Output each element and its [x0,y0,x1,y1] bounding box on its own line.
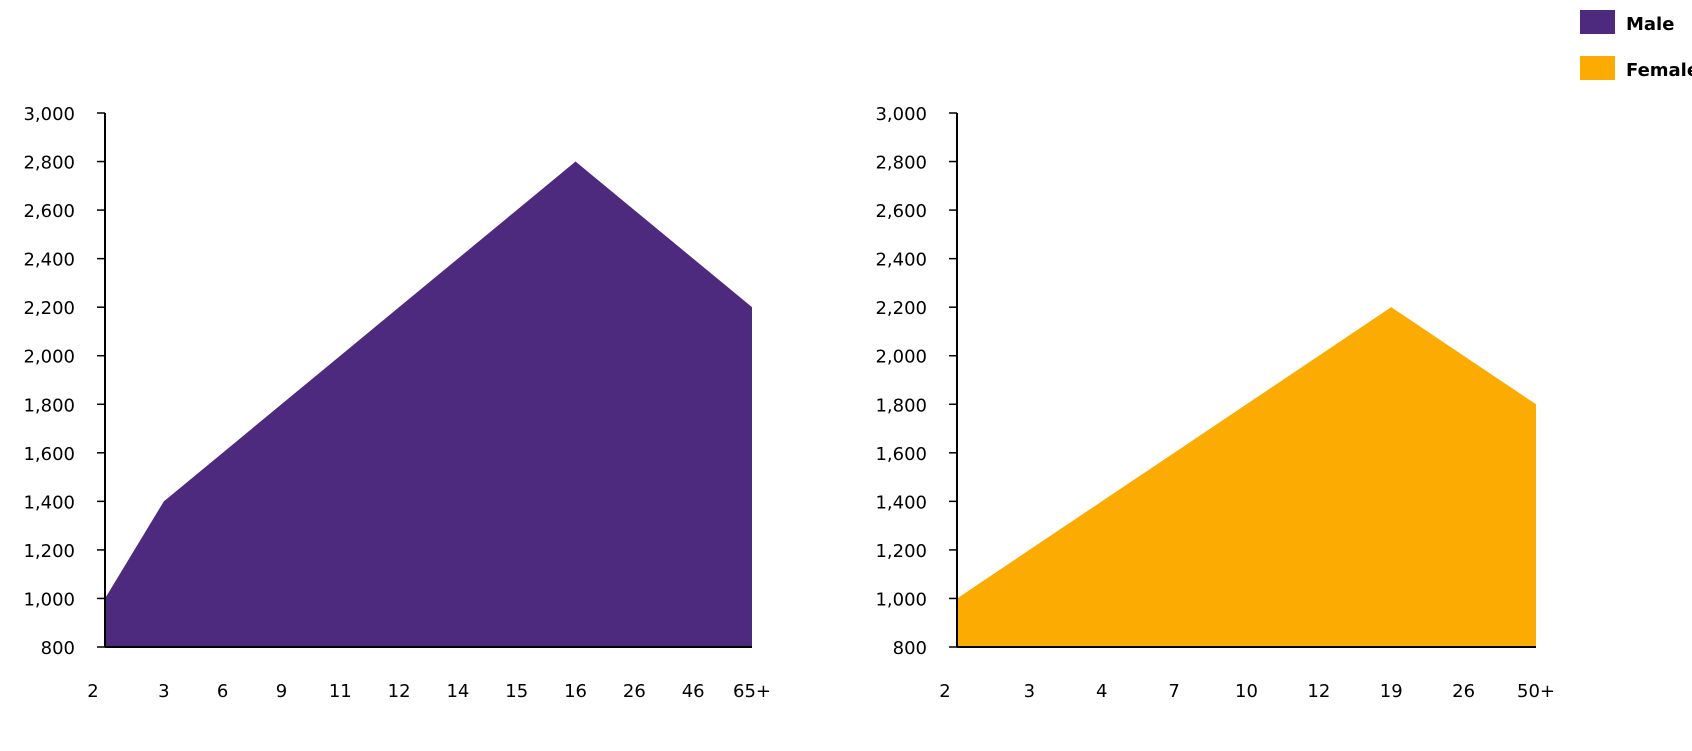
male-y-tick-label: 800 [41,638,75,659]
male-y-tick-label: 2,400 [23,250,75,271]
male-y-tick-label: 1,800 [23,395,75,416]
female-x-tick-label: 2 [939,681,950,702]
female-area [957,307,1536,647]
legend-label-female: Female [1626,60,1692,81]
female-x-tick-label: 3 [1024,681,1035,702]
male-y-tick-label: 1,200 [23,541,75,562]
male-x-tick-label: 14 [446,681,469,702]
legend: Male Female [1580,10,1692,81]
female-x-tick-label: 7 [1168,681,1179,702]
male-x-tick-label: 3 [158,681,169,702]
female-chart-panel: 800 1,000 1,200 1,400 1,600 1,800 2,000 2,200 2,… [875,104,1555,702]
male-x-tick-label: 2 [87,681,98,702]
male-chart-panel: 800 1,000 1,200 1,400 1,600 1,800 2,000 2,200 2,… [23,104,771,702]
female-x-tick-label: 4 [1096,681,1107,702]
female-y-tick-label: 1,800 [875,395,927,416]
female-y-tick-label: 2,000 [875,347,927,368]
male-y-tick-label: 2,800 [23,153,75,174]
male-y-tick-label: 2,600 [23,201,75,222]
male-x-tick-label: 65+ [733,681,771,702]
female-x-tick-label: 10 [1235,681,1258,702]
female-x-tick-label: 19 [1380,681,1403,702]
male-x-tick-label: 15 [505,681,528,702]
male-y-tick-label: 1,000 [23,589,75,610]
legend-swatch-male [1580,10,1615,34]
male-x-tick-label: 46 [682,681,705,702]
female-y-tick-label: 800 [893,638,927,659]
male-y-tick-label: 1,400 [23,492,75,513]
female-y-tick-label: 2,200 [875,298,927,319]
female-y-tick-label: 1,600 [875,444,927,465]
male-x-tick-label: 11 [329,681,352,702]
male-x-tick-label: 16 [564,681,587,702]
male-area [105,161,752,647]
female-y-tick-label: 2,400 [875,250,927,271]
male-x-tick-label: 12 [388,681,411,702]
female-y-tick-label: 2,800 [875,153,927,174]
legend-label-male: Male [1626,14,1674,35]
female-x-tick-label: 12 [1307,681,1330,702]
male-y-tick-label: 1,600 [23,444,75,465]
legend-swatch-female [1580,56,1615,80]
male-x-tick-label: 9 [276,681,287,702]
male-x-tick-label: 6 [217,681,228,702]
female-y-tick-label: 1,400 [875,492,927,513]
female-y-tick-label: 1,200 [875,541,927,562]
male-y-tick-label: 2,200 [23,298,75,319]
female-y-tick-label: 3,000 [875,104,927,125]
male-x-tick-label: 26 [623,681,646,702]
male-y-tick-label: 3,000 [23,104,75,125]
male-y-tick-label: 2,000 [23,347,75,368]
female-y-tick-label: 2,600 [875,201,927,222]
female-x-tick-label: 26 [1452,681,1475,702]
female-x-tick-label: 50+ [1517,681,1555,702]
female-y-tick-label: 1,000 [875,589,927,610]
